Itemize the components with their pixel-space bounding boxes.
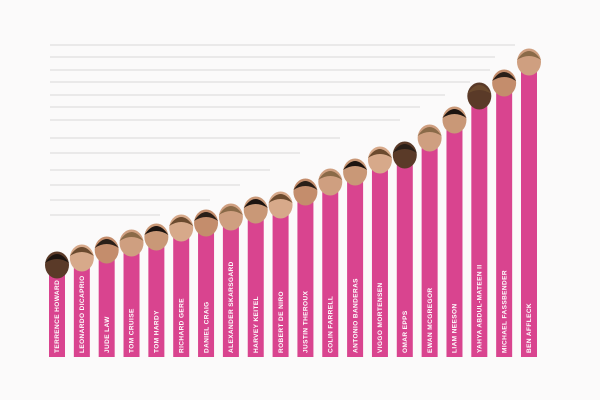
head [392, 141, 417, 169]
x-tick-label: OMAR EPPS [402, 310, 409, 353]
x-tick-label: BEN AFFLECK [526, 303, 533, 353]
bar [49, 265, 65, 357]
x-tick-label: YAHYA ABDUL-MATEEN II [477, 264, 484, 353]
x-tick-label: LEONARDO DICAPRIO [79, 275, 86, 353]
hair [45, 254, 69, 263]
x-tick-label: HARVEY KEITEL [253, 296, 260, 353]
bar [496, 83, 513, 357]
hair [467, 85, 492, 94]
head [417, 124, 442, 152]
head [467, 82, 492, 110]
head [218, 203, 243, 231]
head [442, 106, 467, 134]
head [517, 48, 541, 76]
bar [347, 172, 364, 357]
head [169, 214, 194, 242]
background-lines [50, 44, 515, 216]
x-tick-label: TOM CRUISE [129, 308, 136, 353]
head [293, 178, 318, 206]
bar [123, 243, 140, 357]
x-tick-label: TERRENCE HOWARD [54, 280, 61, 353]
hair [268, 194, 293, 203]
x-tick-label: RICHARD GERE [178, 298, 185, 353]
hair [119, 232, 144, 241]
head [94, 236, 119, 264]
hair [169, 217, 194, 226]
bar [471, 96, 488, 357]
hair [144, 226, 169, 235]
bar [297, 192, 314, 357]
head [45, 251, 69, 279]
x-tick-label: JUDE LAW [104, 316, 111, 353]
head [492, 69, 517, 97]
bar [371, 160, 388, 357]
hair [442, 109, 467, 118]
hair [343, 161, 368, 170]
x-tick-label: COLIN FARRELL [327, 296, 334, 353]
bar [222, 217, 239, 357]
head [69, 244, 94, 272]
bar [322, 182, 339, 357]
hair [293, 181, 318, 190]
x-tick-label: VIGGO MORTENSEN [377, 282, 384, 353]
head [194, 209, 219, 237]
bar [148, 237, 165, 357]
head [243, 196, 268, 224]
head [367, 146, 392, 174]
hair [243, 199, 268, 208]
x-tick-label: EWAN MCGREGOR [427, 287, 434, 353]
x-tick-label: TOM HARDY [154, 310, 161, 353]
bar [98, 250, 115, 357]
bar [198, 223, 215, 357]
x-tick-label: ROBERT DE NIRO [278, 291, 285, 353]
hair [367, 149, 392, 158]
x-tick-label: ALEXANDER SKARSGARD [228, 261, 235, 353]
head [318, 168, 343, 196]
hair [492, 72, 517, 81]
hair [417, 127, 442, 136]
bar [272, 205, 289, 357]
bar [446, 120, 463, 357]
bar [247, 210, 264, 357]
hair [392, 144, 417, 153]
bar [73, 258, 90, 357]
x-tick-label: JUSTIN THEROUX [303, 290, 310, 353]
bar [521, 62, 537, 357]
hair [69, 247, 94, 256]
x-tick-label: ANTONIO BANDERAS [352, 278, 359, 353]
head [144, 223, 169, 251]
x-tick-label: DANIEL CRAIG [203, 301, 210, 353]
head [119, 229, 144, 257]
hair [194, 212, 219, 221]
head [343, 158, 368, 186]
x-tick-label: LIAM NEESON [452, 303, 459, 353]
head [268, 191, 293, 219]
x-tick-label: MICHAEL FASSBENDER [501, 270, 508, 353]
bar [173, 228, 190, 357]
bar [396, 155, 413, 357]
hair [218, 206, 243, 215]
bar [421, 138, 438, 357]
hair [94, 239, 119, 248]
hair [318, 171, 343, 180]
hair [517, 51, 541, 60]
